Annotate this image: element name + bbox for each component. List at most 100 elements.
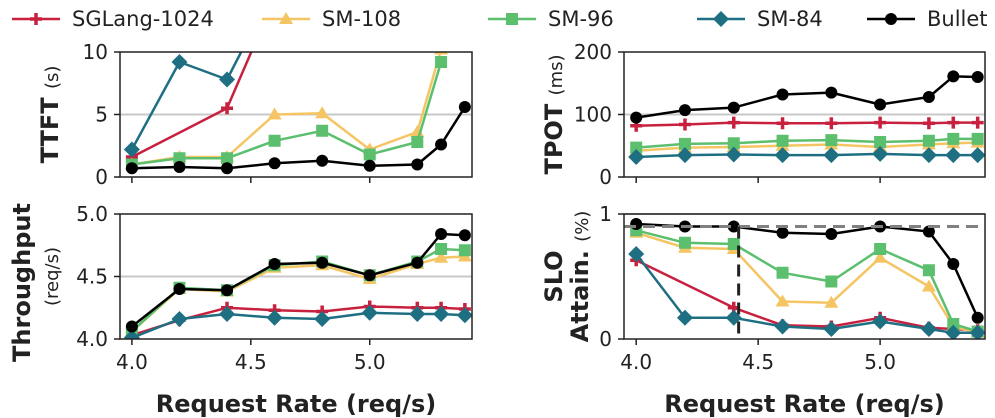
axes-frame bbox=[623, 213, 986, 340]
series-sm-84 bbox=[123, 304, 472, 339]
data-point-sm-108 bbox=[315, 106, 330, 119]
y-tick-label: 5.0 bbox=[76, 202, 108, 226]
data-point-sm-84 bbox=[945, 147, 962, 164]
data-point-bullet bbox=[268, 157, 281, 170]
data-point-bullet bbox=[125, 320, 138, 333]
data-point-bullet bbox=[776, 88, 789, 101]
data-point-sm-84 bbox=[774, 318, 791, 335]
y-tick-label: 1 bbox=[599, 202, 612, 226]
legend-label: SM-96 bbox=[548, 7, 614, 31]
data-point-bullet bbox=[825, 228, 838, 240]
legend-item-sm-84: SM-84 bbox=[697, 7, 823, 31]
data-point-bullet bbox=[947, 258, 960, 270]
data-point-sm-96 bbox=[922, 134, 935, 147]
data-point-sglang-1024 bbox=[727, 116, 740, 129]
series-bullet bbox=[125, 101, 471, 175]
y-tick-label: 4.5 bbox=[76, 265, 108, 289]
series-group bbox=[628, 70, 985, 165]
data-point-sm-84 bbox=[171, 311, 188, 327]
data-point-sm-84 bbox=[823, 147, 840, 164]
legend-marker-bullet bbox=[885, 13, 897, 25]
data-point-sm-84 bbox=[361, 304, 378, 321]
data-point-sglang-1024 bbox=[678, 118, 691, 131]
y-tick-label: 10 bbox=[83, 40, 108, 64]
legend: SGLang-1024 SM-108 SM-96 SM-84 Bullet bbox=[12, 7, 988, 31]
y-tick-label: 0 bbox=[599, 327, 612, 351]
data-point-sm-96 bbox=[173, 152, 186, 165]
y-axis-label: TTFT (s) bbox=[36, 66, 64, 164]
data-point-sm-84 bbox=[872, 313, 889, 330]
x-tick-label: 5.0 bbox=[354, 350, 386, 374]
data-point-bullet bbox=[776, 226, 789, 239]
data-point-bullet bbox=[173, 283, 186, 295]
data-point-sm-96 bbox=[268, 134, 281, 147]
data-point-bullet bbox=[727, 101, 740, 114]
data-point-sm-84 bbox=[774, 147, 791, 164]
data-point-sglang-1024 bbox=[947, 116, 960, 129]
series-group bbox=[123, 228, 472, 339]
data-point-bullet bbox=[971, 71, 984, 83]
data-point-bullet bbox=[678, 104, 691, 117]
data-point-sglang-1024 bbox=[825, 117, 838, 130]
y-tick-label: 100 bbox=[574, 103, 612, 127]
y-axis-unit: (req/s) bbox=[42, 247, 63, 306]
data-point-sm-84 bbox=[123, 141, 140, 158]
series-bullet bbox=[630, 70, 984, 124]
series-sm-96 bbox=[630, 132, 984, 154]
series-line-sm-108 bbox=[131, 52, 442, 166]
data-point-bullet bbox=[922, 225, 935, 238]
data-point-sm-96 bbox=[678, 236, 691, 249]
series-line-sm-84 bbox=[130, 52, 243, 151]
data-point-bullet bbox=[316, 154, 329, 167]
data-point-sm-84 bbox=[409, 306, 426, 322]
series-sm-84 bbox=[628, 145, 985, 165]
data-point-bullet bbox=[630, 218, 643, 230]
legend-label: Bullet bbox=[927, 7, 988, 31]
series-bullet bbox=[125, 228, 471, 333]
data-point-sm-96 bbox=[363, 148, 376, 161]
data-point-sm-84 bbox=[969, 147, 985, 164]
data-point-bullet bbox=[458, 229, 471, 242]
data-point-sm-84 bbox=[219, 71, 236, 88]
panel-ttft: 0 5 10 TTFT (s) bbox=[36, 36, 473, 189]
data-point-sm-108 bbox=[873, 250, 888, 263]
data-point-bullet bbox=[630, 111, 643, 124]
legend-marker-sm-84 bbox=[713, 11, 729, 27]
data-point-bullet bbox=[874, 98, 887, 111]
data-point-sglang-1024 bbox=[221, 102, 234, 115]
legend-item-bullet: Bullet bbox=[867, 7, 988, 31]
data-point-bullet bbox=[825, 86, 838, 99]
data-point-sm-96 bbox=[874, 136, 887, 148]
data-point-sm-96 bbox=[947, 318, 960, 330]
data-point-bullet bbox=[363, 159, 376, 172]
data-point-sm-84 bbox=[219, 306, 236, 322]
data-point-sm-84 bbox=[171, 54, 188, 70]
data-point-sm-96 bbox=[776, 134, 789, 147]
data-point-sm-108 bbox=[434, 250, 449, 263]
data-point-sglang-1024 bbox=[776, 117, 789, 130]
data-point-sm-96 bbox=[825, 134, 838, 147]
data-point-sm-96 bbox=[316, 124, 329, 137]
data-point-sm-96 bbox=[727, 238, 740, 250]
data-point-sm-84 bbox=[920, 147, 937, 164]
data-point-bullet bbox=[221, 284, 234, 297]
x-axis-label: Request Rate (req/s) bbox=[156, 390, 436, 418]
legend-item-sglang-1024: SGLang-1024 bbox=[12, 7, 214, 31]
data-point-sm-84 bbox=[314, 311, 331, 327]
series-sm-84 bbox=[123, 52, 243, 158]
data-point-sglang-1024 bbox=[922, 117, 935, 130]
y-axis-label-line2: Attain. (%) bbox=[566, 211, 594, 343]
y-axis-label: Throughput bbox=[8, 203, 36, 362]
data-point-sm-96 bbox=[874, 243, 887, 255]
data-point-sglang-1024 bbox=[971, 116, 984, 129]
series-group bbox=[628, 218, 985, 339]
series-sglang-1024 bbox=[630, 116, 984, 132]
data-point-sglang-1024 bbox=[250, 36, 262, 48]
data-point-sm-96 bbox=[221, 152, 234, 165]
y-tick-label: 0 bbox=[599, 165, 612, 189]
y-axis-label: TPOT (ms) bbox=[540, 54, 568, 174]
